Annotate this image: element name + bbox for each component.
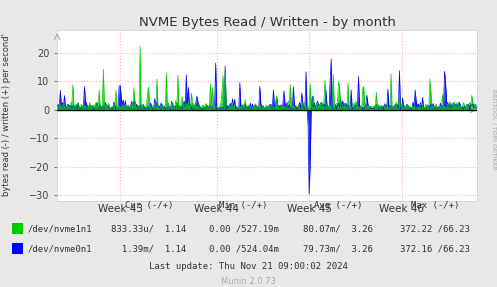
Text: 1.39m/  1.14: 1.39m/ 1.14 <box>111 244 187 253</box>
Text: Min (-/+): Min (-/+) <box>219 201 268 210</box>
Text: Avg (-/+): Avg (-/+) <box>314 201 362 210</box>
Text: Cur (-/+): Cur (-/+) <box>125 201 173 210</box>
Text: /dev/nvme1n1: /dev/nvme1n1 <box>27 224 92 233</box>
Text: 0.00 /524.04m: 0.00 /524.04m <box>209 244 278 253</box>
Title: NVME Bytes Read / Written - by month: NVME Bytes Read / Written - by month <box>139 16 396 29</box>
Text: /dev/nvme0n1: /dev/nvme0n1 <box>27 244 92 253</box>
Text: 833.33u/  1.14: 833.33u/ 1.14 <box>111 224 187 233</box>
Text: 80.07m/  3.26: 80.07m/ 3.26 <box>303 224 373 233</box>
Text: Last update: Thu Nov 21 09:00:02 2024: Last update: Thu Nov 21 09:00:02 2024 <box>149 262 348 271</box>
Text: RRDTOOL / TOBI OETIKER: RRDTOOL / TOBI OETIKER <box>491 89 496 170</box>
Text: Munin 2.0.73: Munin 2.0.73 <box>221 277 276 286</box>
Text: Max (-/+): Max (-/+) <box>411 201 459 210</box>
Text: bytes read (-) / written (+) per second': bytes read (-) / written (+) per second' <box>2 33 11 196</box>
Text: 0.00 /527.19m: 0.00 /527.19m <box>209 224 278 233</box>
Text: 372.22 /66.23: 372.22 /66.23 <box>400 224 470 233</box>
Text: 372.16 /66.23: 372.16 /66.23 <box>400 244 470 253</box>
Text: 79.73m/  3.26: 79.73m/ 3.26 <box>303 244 373 253</box>
